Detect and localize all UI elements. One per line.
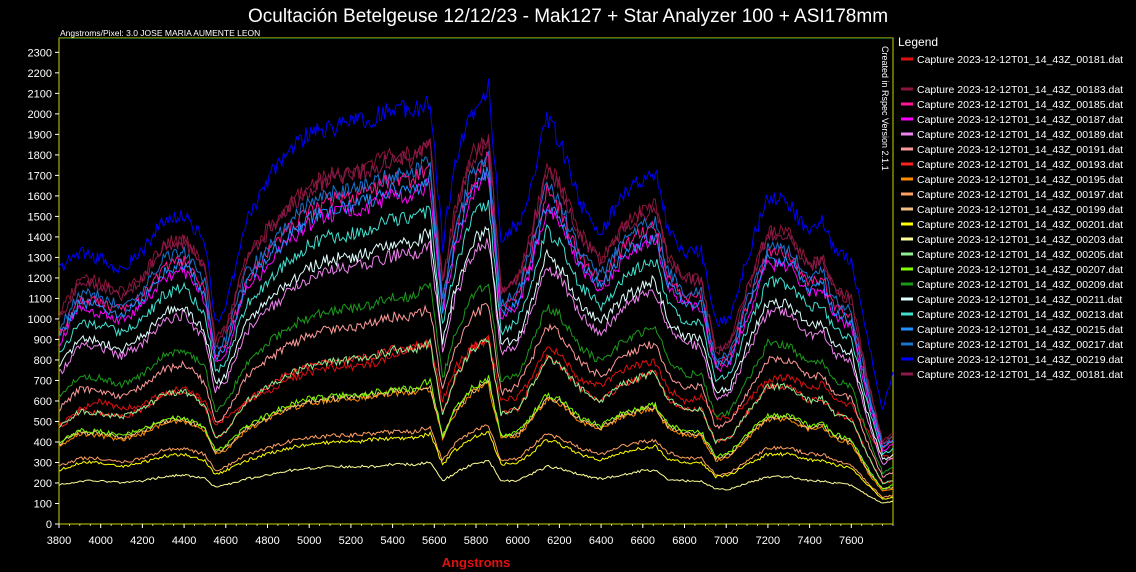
x-tick-label: 6800	[672, 535, 696, 547]
y-tick-label: 900	[34, 334, 52, 346]
series-line	[58, 337, 893, 485]
x-tick-label: 5200	[339, 535, 363, 547]
legend-entry: Capture 2023-12-12T01_14_43Z_00201.dat	[917, 219, 1123, 231]
y-tick-label: 800	[34, 355, 52, 367]
y-tick-label: 2000	[28, 109, 52, 121]
x-tick-label: 5800	[464, 535, 488, 547]
series-line	[58, 302, 894, 478]
legend-entry: Capture 2023-12-12T01_14_43Z_00207.dat	[917, 264, 1123, 276]
legend-entry: Capture 2023-12-12T01_14_43Z_00205.dat	[917, 249, 1123, 261]
series-line	[58, 166, 894, 448]
x-tick-label: 5000	[297, 535, 321, 547]
series-line	[58, 172, 894, 452]
legend-entry: Capture 2023-12-12T01_14_43Z_00197.dat	[917, 189, 1123, 201]
series-line	[58, 424, 894, 499]
y-tick-label: 2100	[28, 88, 52, 100]
legend-entry: Capture 2023-12-12T01_14_43Z_00193.dat	[917, 159, 1123, 171]
legend-entry: Capture 2023-12-12T01_14_43Z_00185.dat	[917, 99, 1123, 111]
legend-entry: Capture 2023-12-12T01_14_43Z_00191.dat	[917, 144, 1123, 156]
series-line	[58, 134, 894, 444]
legend-entry: Capture 2023-12-12T01_14_43Z_00213.dat	[917, 309, 1123, 321]
y-tick-label: 1800	[28, 150, 52, 162]
y-tick-label: 300	[34, 457, 52, 469]
y-tick-label: 100	[34, 498, 52, 510]
series-line	[58, 151, 894, 445]
y-tick-label: 1300	[28, 252, 52, 264]
y-axis: 0 100 200 300 400 500 600 700 800 900 1000 1100 1200…	[28, 47, 59, 531]
plot-top-border	[59, 38, 893, 39]
legend-entry: Capture 2023-12-12T01_14_43Z_00199.dat	[917, 204, 1123, 216]
x-axis-label: Angstroms	[442, 555, 511, 570]
series-line	[58, 459, 894, 504]
y-tick-label: 1100	[28, 293, 52, 305]
series-line	[58, 78, 894, 411]
legend-entry: Capture 2023-12-12T01_14_43Z_00189.dat	[917, 129, 1123, 141]
y-tick-label: 0	[46, 519, 52, 531]
x-tick-label: 5600	[422, 535, 446, 547]
series-line	[59, 431, 894, 500]
legend-entry: Capture 2023-12-12T01_14_43Z_00215.dat	[917, 324, 1123, 336]
y-tick-label: 600	[34, 396, 52, 408]
y-tick-label: 500	[34, 416, 52, 428]
y-tick-label: 2200	[28, 68, 52, 80]
legend-entry: Capture 2023-12-12T01_14_43Z_00183.dat	[917, 84, 1123, 96]
y-tick-label: 400	[34, 437, 52, 449]
y-tick-label: 1700	[28, 170, 52, 182]
y-tick-label: 1900	[28, 129, 52, 141]
series-line	[58, 381, 894, 492]
series-line	[58, 199, 894, 456]
y-tick-label: 1200	[28, 273, 52, 285]
side-note: Created in Rspec Version 2.1.1	[880, 46, 890, 171]
y-tick-label: 1600	[28, 191, 52, 203]
x-tick-label: 7200	[756, 535, 780, 547]
series-line	[58, 334, 894, 460]
y-tick-label: 1000	[28, 314, 52, 326]
y-tick-label: 2300	[28, 47, 52, 59]
series-line	[58, 282, 894, 475]
y-tick-label: 200	[34, 478, 52, 490]
x-tick-label: 3800	[47, 535, 71, 547]
legend-entry: Capture 2023-12-12T01_14_43Z_00181.dat	[917, 369, 1123, 381]
legend-entry: Capture 2023-12-12T01_14_43Z_00195.dat	[917, 174, 1123, 186]
x-tick-label: 4200	[130, 535, 154, 547]
series-line	[58, 238, 894, 465]
x-tick-label: 4800	[255, 535, 279, 547]
legend-title: Legend	[898, 35, 938, 49]
x-axis: 3800 4000 4200 4400 4600 4800 5000 5200 5400 5600…	[47, 524, 894, 547]
y-tick-label: 700	[34, 375, 52, 387]
y-tick-label: 1500	[28, 211, 52, 223]
chart-subtitle: Angstroms/Pixel: 3.0 JOSE MARIA AUMENTE …	[60, 28, 260, 38]
series-line	[58, 137, 894, 446]
legend-entry: Capture 2023-12-12T01_14_43Z_00181.dat	[917, 54, 1123, 66]
legend-entry: Capture 2023-12-12T01_14_43Z_00211.dat	[917, 294, 1122, 306]
x-tick-label: 4000	[88, 535, 112, 547]
legend: Capture 2023-12-12T01_14_43Z_00181.dat Ca…	[901, 54, 1123, 381]
legend-entry: Capture 2023-12-12T01_14_43Z_00217.dat	[917, 339, 1123, 351]
x-tick-label: 4400	[172, 535, 196, 547]
series-layer	[58, 78, 894, 504]
chart-title: Ocultación Betelgeuse 12/12/23 - Mak127 …	[248, 6, 888, 27]
x-tick-label: 6000	[505, 535, 529, 547]
series-line	[58, 225, 894, 461]
x-tick-label: 4600	[214, 535, 238, 547]
series-line	[58, 375, 893, 490]
x-tick-label: 6400	[589, 535, 613, 547]
legend-entry: Capture 2023-12-12T01_14_43Z_00203.dat	[917, 234, 1123, 246]
series-line	[58, 379, 894, 490]
legend-entry: Capture 2023-12-12T01_14_43Z_00187.dat	[917, 114, 1123, 126]
x-tick-label: 5400	[380, 535, 404, 547]
x-tick-label: 6200	[547, 535, 571, 547]
legend-entry: Capture 2023-12-12T01_14_43Z_00209.dat	[917, 279, 1123, 291]
y-tick-label: 1400	[28, 232, 52, 244]
legend-entry: Capture 2023-12-12T01_14_43Z_00219.dat	[917, 354, 1123, 366]
x-tick-label: 7000	[714, 535, 738, 547]
x-tick-label: 7600	[839, 535, 863, 547]
x-tick-label: 6600	[631, 535, 655, 547]
x-tick-label: 7400	[797, 535, 821, 547]
